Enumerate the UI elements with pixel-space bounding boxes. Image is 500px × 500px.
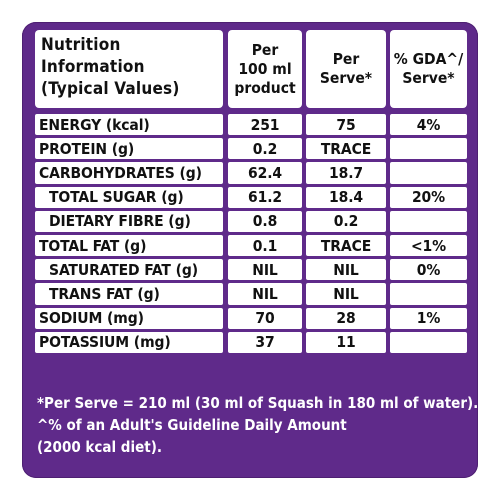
header-per100-cell: Per 100 ml product: [228, 30, 302, 108]
row-value-cell: 4%: [390, 114, 467, 136]
per100-value: 251: [250, 115, 280, 134]
row-label-cell: DIETARY FIBRE (g): [35, 210, 223, 232]
row-value-cell: 18.4: [306, 186, 386, 208]
nutrient-label: SODIUM (mg): [39, 309, 144, 328]
header-serve-cell: Per Serve*: [306, 30, 386, 108]
row-value-cell: NIL: [306, 259, 386, 281]
footnotes: *Per Serve = 210 ml (30 ml of Squash in …: [37, 392, 479, 458]
row-value-cell: [390, 283, 467, 305]
gda-value: 4%: [416, 115, 441, 134]
row-label-cell: ENERGY (kcal): [35, 114, 223, 136]
nutrient-label: TOTAL SUGAR (g): [49, 188, 184, 207]
row-label-cell: TOTAL FAT (g): [35, 235, 223, 257]
nutrient-label: DIETARY FIBRE (g): [49, 212, 191, 231]
serve-value: TRACE: [320, 139, 372, 158]
per100-value: 70: [255, 309, 275, 328]
per100-value: 0.2: [252, 139, 278, 158]
nutrient-label: CARBOHYDRATES (g): [39, 163, 202, 182]
row-label-cell: CARBOHYDRATES (g): [35, 162, 223, 184]
row-label-cell: POTASSIUM (mg): [35, 331, 223, 353]
row-value-cell: 11: [306, 331, 386, 353]
footnote-diet: (2000 kcal diet).: [37, 438, 162, 456]
serve-value: 0.2: [333, 212, 359, 231]
row-label-cell: PROTEIN (g): [35, 138, 223, 160]
nutrient-label: ENERGY (kcal): [39, 115, 150, 134]
per100-value: 37: [255, 333, 275, 352]
serve-value: 11: [336, 333, 356, 352]
per100-value: 0.1: [252, 236, 278, 255]
row-value-cell: [390, 331, 467, 353]
row-value-cell: [390, 162, 467, 184]
gda-value: 20%: [411, 188, 446, 207]
row-value-cell: 75: [306, 114, 386, 136]
row-value-cell: NIL: [228, 259, 302, 281]
per100-value: NIL: [252, 284, 278, 303]
row-value-cell: 0.2: [306, 210, 386, 232]
per100-value: NIL: [252, 260, 278, 279]
row-value-cell: 0%: [390, 259, 467, 281]
row-value-cell: TRACE: [306, 138, 386, 160]
gda-value: 0%: [416, 260, 441, 279]
row-label-cell: TRANS FAT (g): [35, 283, 223, 305]
row-value-cell: 0.8: [228, 210, 302, 232]
serve-value: NIL: [333, 260, 359, 279]
footnote-gda: ^% of an Adult's Guideline Daily Amount: [37, 416, 347, 434]
serve-value: NIL: [333, 284, 359, 303]
per100-value: 0.8: [252, 212, 278, 231]
row-value-cell: 20%: [390, 186, 467, 208]
nutrient-label: TOTAL FAT (g): [39, 236, 147, 255]
row-label-cell: SODIUM (mg): [35, 307, 223, 329]
nutrition-table: Nutrition Information (Typical Values) P…: [35, 30, 467, 387]
serve-value: TRACE: [320, 236, 372, 255]
serve-value: 18.7: [328, 163, 363, 182]
row-value-cell: 0.1: [228, 235, 302, 257]
row-value-cell: 28: [306, 307, 386, 329]
row-value-cell: 1%: [390, 307, 467, 329]
header-serve: Per Serve*: [319, 50, 373, 87]
gda-value: <1%: [410, 236, 447, 255]
row-value-cell: [390, 210, 467, 232]
row-label-cell: SATURATED FAT (g): [35, 259, 223, 281]
row-value-cell: 251: [228, 114, 302, 136]
nutrient-label: TRANS FAT (g): [49, 284, 160, 303]
row-value-cell: 70: [228, 307, 302, 329]
row-value-cell: NIL: [306, 283, 386, 305]
header-gda: % GDA^/ Serve*: [393, 50, 464, 87]
footnote-serve: *Per Serve = 210 ml (30 ml of Squash in …: [37, 394, 479, 412]
serve-value: 18.4: [328, 188, 363, 207]
table-title: Nutrition Information (Typical Values): [41, 35, 180, 99]
serve-value: 75: [336, 115, 356, 134]
per100-value: 62.4: [247, 163, 282, 182]
row-value-cell: <1%: [390, 235, 467, 257]
header-gda-cell: % GDA^/ Serve*: [390, 30, 467, 108]
serve-value: 28: [336, 309, 356, 328]
row-value-cell: TRACE: [306, 235, 386, 257]
nutrient-label: SATURATED FAT (g): [49, 260, 199, 279]
row-value-cell: [390, 138, 467, 160]
header-per100: Per 100 ml product: [234, 40, 296, 97]
per100-value: 61.2: [247, 188, 282, 207]
nutrient-label: POTASSIUM (mg): [39, 333, 171, 352]
row-label-cell: TOTAL SUGAR (g): [35, 186, 223, 208]
row-value-cell: 37: [228, 331, 302, 353]
row-value-cell: 18.7: [306, 162, 386, 184]
row-value-cell: 61.2: [228, 186, 302, 208]
header-title-cell: Nutrition Information (Typical Values): [35, 30, 223, 108]
row-value-cell: NIL: [228, 283, 302, 305]
row-value-cell: 62.4: [228, 162, 302, 184]
nutrient-label: PROTEIN (g): [39, 139, 135, 158]
row-value-cell: 0.2: [228, 138, 302, 160]
gda-value: 1%: [416, 309, 441, 328]
